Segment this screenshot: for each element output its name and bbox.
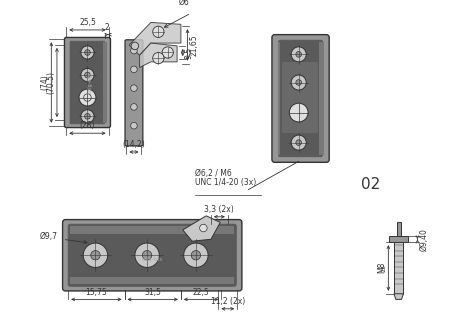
Text: (70.5): (70.5) xyxy=(46,71,55,94)
FancyBboxPatch shape xyxy=(64,37,110,128)
Circle shape xyxy=(184,243,208,267)
Circle shape xyxy=(130,66,137,73)
Circle shape xyxy=(81,46,94,59)
Text: 11,2 (2x): 11,2 (2x) xyxy=(211,297,245,306)
Circle shape xyxy=(135,243,159,267)
Text: balg-kits: balg-kits xyxy=(142,257,163,262)
Bar xyxy=(70,226,234,234)
Circle shape xyxy=(130,103,137,110)
Circle shape xyxy=(296,51,302,57)
Circle shape xyxy=(79,89,96,106)
Text: 31,5: 31,5 xyxy=(144,288,161,297)
Bar xyxy=(103,42,107,123)
Text: Ø9,40: Ø9,40 xyxy=(419,228,428,251)
Circle shape xyxy=(91,251,100,260)
Bar xyxy=(319,42,324,155)
Text: 15,75: 15,75 xyxy=(86,288,107,297)
Circle shape xyxy=(296,140,302,145)
FancyBboxPatch shape xyxy=(63,220,242,291)
Circle shape xyxy=(85,72,90,78)
Circle shape xyxy=(291,75,306,90)
Polygon shape xyxy=(129,23,181,55)
Text: 22,5: 22,5 xyxy=(193,288,209,297)
Circle shape xyxy=(85,50,90,55)
Bar xyxy=(282,62,317,132)
Text: 25,5: 25,5 xyxy=(79,18,96,27)
Circle shape xyxy=(130,122,137,129)
Text: 3,3 (2x): 3,3 (2x) xyxy=(204,205,234,214)
Polygon shape xyxy=(394,294,403,299)
FancyBboxPatch shape xyxy=(272,35,329,162)
Text: Ø9,7: Ø9,7 xyxy=(40,232,58,241)
Text: balg-kits: balg-kits xyxy=(88,72,93,93)
Circle shape xyxy=(162,47,173,58)
Bar xyxy=(278,42,280,155)
Circle shape xyxy=(131,42,139,50)
Circle shape xyxy=(81,69,94,82)
Text: 21,65: 21,65 xyxy=(189,34,198,56)
FancyBboxPatch shape xyxy=(125,40,143,146)
Text: 25: 25 xyxy=(382,264,387,272)
Polygon shape xyxy=(183,216,220,241)
Circle shape xyxy=(291,47,306,62)
Circle shape xyxy=(200,224,207,232)
FancyBboxPatch shape xyxy=(279,40,323,157)
Text: 9,5: 9,5 xyxy=(184,46,194,58)
Circle shape xyxy=(142,251,152,260)
Bar xyxy=(389,237,408,242)
FancyBboxPatch shape xyxy=(68,224,236,286)
Text: (28): (28) xyxy=(80,121,95,130)
Bar xyxy=(70,277,234,284)
Circle shape xyxy=(153,52,164,64)
Circle shape xyxy=(83,243,108,267)
Circle shape xyxy=(81,110,94,123)
Circle shape xyxy=(291,135,306,150)
Bar xyxy=(397,222,400,237)
Circle shape xyxy=(130,85,137,91)
Bar xyxy=(394,242,403,294)
FancyBboxPatch shape xyxy=(70,41,105,124)
Circle shape xyxy=(289,103,308,122)
Circle shape xyxy=(84,94,91,101)
Circle shape xyxy=(296,80,302,85)
Circle shape xyxy=(85,114,90,119)
Polygon shape xyxy=(140,43,177,68)
Text: Ø6,2 / M6: Ø6,2 / M6 xyxy=(195,169,232,178)
Circle shape xyxy=(153,26,164,37)
Text: (14,2): (14,2) xyxy=(122,140,145,149)
Text: Ø6: Ø6 xyxy=(179,0,190,6)
Circle shape xyxy=(191,251,201,260)
Text: M8: M8 xyxy=(377,262,386,273)
Text: 02: 02 xyxy=(361,177,380,192)
Text: 2: 2 xyxy=(104,23,109,32)
Text: (74): (74) xyxy=(40,75,50,90)
Text: UNC 1/4-20 (3x): UNC 1/4-20 (3x) xyxy=(195,178,256,187)
Circle shape xyxy=(130,47,137,54)
